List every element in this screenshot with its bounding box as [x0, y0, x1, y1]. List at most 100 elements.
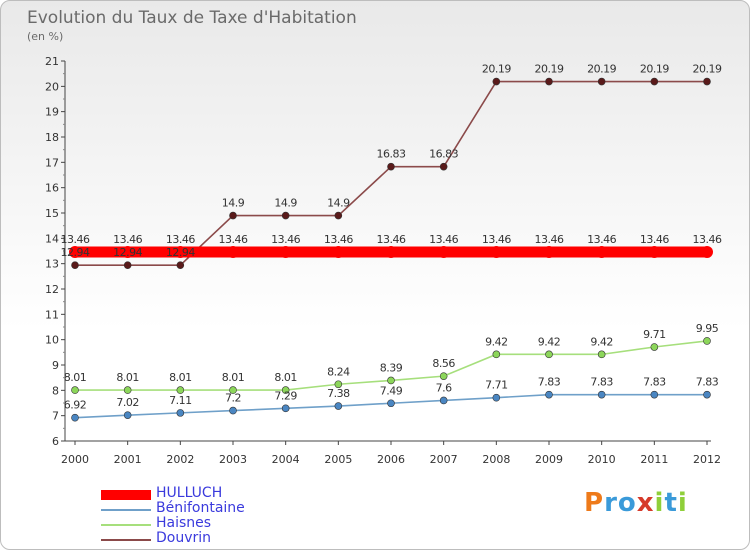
logo-letter: o — [617, 488, 637, 518]
data-label: 13.46 — [693, 233, 722, 246]
logo-letter: P — [584, 488, 605, 518]
data-label: 20.19 — [693, 63, 722, 76]
x-tick-label: 2006 — [377, 453, 405, 466]
data-point — [334, 380, 343, 389]
data-label: 7.49 — [380, 384, 403, 397]
data-label: 9.42 — [538, 335, 561, 348]
data-point — [492, 393, 501, 402]
data-label: 7.6 — [436, 381, 452, 394]
data-point — [229, 386, 237, 394]
data-label: 7.11 — [169, 394, 192, 407]
data-point — [176, 409, 185, 417]
data-point — [439, 372, 448, 380]
data-point — [332, 246, 345, 259]
data-label: 20.19 — [482, 63, 511, 76]
data-label: 7.83 — [590, 376, 613, 389]
x-tick-label: 2001 — [114, 453, 142, 466]
data-label: 7.83 — [643, 376, 666, 389]
data-label: 8.24 — [327, 365, 350, 378]
data-point — [545, 390, 553, 399]
data-label: 13.46 — [324, 233, 353, 246]
data-point — [176, 261, 185, 269]
data-label: 8.56 — [432, 357, 455, 370]
legend-swatch — [101, 524, 151, 526]
legend-label: Douvrin — [156, 530, 212, 546]
data-label: 13.46 — [61, 233, 90, 246]
x-tick-label: 2000 — [61, 453, 89, 466]
y-tick-label: 20 — [45, 80, 59, 93]
logo-letter: x — [636, 488, 655, 518]
data-label: 13.46 — [429, 233, 458, 246]
data-label: 16.83 — [377, 148, 406, 161]
data-label: 12.94 — [61, 246, 90, 259]
y-tick-label: 18 — [45, 131, 59, 144]
data-point — [492, 350, 501, 359]
data-point — [279, 246, 292, 259]
data-point — [650, 390, 659, 399]
data-label: 9.95 — [696, 322, 719, 335]
data-point — [650, 77, 659, 86]
data-label: 9.71 — [643, 328, 666, 341]
data-point — [703, 390, 711, 399]
data-point — [703, 337, 711, 345]
data-label: 16.83 — [429, 148, 458, 161]
data-point — [545, 77, 553, 86]
data-point — [597, 350, 606, 359]
chart-subtitle: (en %) — [27, 30, 64, 43]
legend-swatch — [101, 539, 151, 541]
y-tick-label: 9 — [52, 359, 59, 372]
data-label: 6.92 — [64, 399, 87, 412]
data-point — [229, 211, 237, 220]
data-point — [648, 246, 661, 259]
x-tick-label: 2005 — [324, 453, 352, 466]
data-point — [703, 77, 711, 86]
y-tick-label: 10 — [45, 334, 59, 347]
data-label: 13.46 — [482, 233, 511, 246]
data-point — [701, 246, 713, 259]
data-label: 8.01 — [274, 371, 297, 384]
data-label: 7.2 — [225, 392, 241, 405]
data-label: 9.42 — [485, 335, 508, 348]
x-tick-label: 2004 — [272, 453, 300, 466]
y-tick-label: 12 — [45, 283, 59, 296]
y-tick-label: 14 — [45, 232, 59, 245]
data-point — [71, 413, 79, 422]
data-point — [69, 246, 81, 259]
data-label: 7.38 — [327, 387, 350, 400]
data-label: 13.46 — [271, 233, 300, 246]
data-point — [595, 246, 608, 259]
data-point — [174, 246, 187, 259]
data-point — [281, 404, 290, 413]
data-label: 13.46 — [377, 233, 406, 246]
data-label: 13.46 — [166, 233, 195, 246]
data-label: 8.01 — [169, 371, 192, 384]
data-point — [176, 386, 185, 394]
y-tick-label: 6 — [52, 435, 59, 448]
data-point — [123, 261, 132, 269]
data-point — [597, 77, 606, 86]
legend-label: Bénifontaine — [156, 500, 245, 516]
data-label: 7.83 — [696, 376, 719, 389]
y-tick-label: 8 — [52, 384, 59, 397]
data-point — [387, 162, 395, 171]
data-label: 8.39 — [380, 361, 403, 374]
data-label: 8.01 — [64, 371, 87, 384]
y-tick-label: 15 — [45, 207, 59, 220]
logo-letter: t — [664, 488, 678, 518]
data-point — [490, 246, 503, 259]
chart-title: Evolution du Taux de Taxe d'Habitation — [27, 8, 357, 28]
x-tick-label: 2007 — [430, 453, 458, 466]
data-point — [543, 246, 555, 259]
data-label: 13.46 — [219, 233, 248, 246]
data-label: 7.71 — [485, 379, 508, 392]
data-label: 7.83 — [538, 376, 561, 389]
x-tick-label: 2003 — [219, 453, 247, 466]
logo-letter: r — [604, 488, 618, 518]
data-label: 7.02 — [116, 396, 139, 409]
x-tick-label: 2002 — [166, 453, 194, 466]
y-tick-label: 19 — [45, 106, 59, 119]
data-label: 13.46 — [640, 233, 669, 246]
data-point — [437, 246, 450, 259]
y-tick-label: 17 — [45, 156, 59, 169]
